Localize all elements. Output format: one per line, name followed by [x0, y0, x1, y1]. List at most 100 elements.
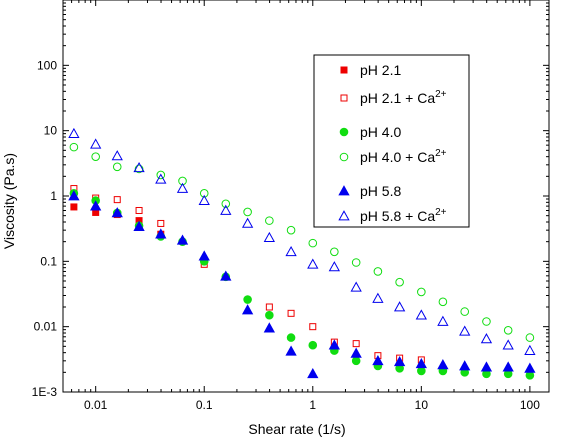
x-tick-label: 0.1	[196, 398, 213, 412]
series-4	[68, 190, 536, 379]
data-point	[309, 323, 317, 331]
legend-marker	[338, 185, 350, 196]
data-point	[156, 170, 166, 180]
legend-marker	[340, 94, 348, 102]
data-point	[68, 127, 80, 138]
data-point	[112, 162, 122, 172]
data-point	[198, 250, 210, 261]
data-point	[393, 355, 406, 367]
y-tick-label: 1	[50, 189, 57, 203]
data-point	[351, 356, 361, 366]
data-point	[502, 361, 514, 372]
legend-marker	[339, 152, 349, 162]
data-point	[415, 309, 427, 320]
legend-marker	[338, 210, 350, 221]
y-tick-label: 0.01	[34, 320, 58, 334]
x-tick-label: 0.01	[84, 398, 108, 412]
data-point	[90, 138, 102, 149]
data-point	[176, 234, 189, 245]
legend-label: pH 2.1	[360, 62, 401, 78]
data-point	[350, 347, 362, 358]
data-point	[133, 220, 145, 231]
data-point	[287, 309, 295, 317]
data-point	[285, 245, 297, 257]
data-point	[415, 357, 427, 369]
x-axis-title: Shear rate (1/s)	[248, 421, 345, 437]
data-point	[285, 345, 297, 356]
data-point	[286, 225, 296, 235]
data-point	[243, 207, 252, 217]
x-tick-label: 100	[520, 398, 540, 412]
data-point	[330, 247, 339, 257]
y-tick-label: 0.1	[40, 254, 57, 268]
data-point	[307, 258, 319, 269]
data-point	[460, 307, 470, 316]
data-point	[155, 173, 167, 184]
data-point	[438, 297, 448, 307]
data-point	[263, 322, 275, 333]
data-point	[437, 315, 449, 326]
data-point	[480, 361, 493, 372]
legend-label: pH 4.0	[360, 124, 401, 140]
data-point	[176, 182, 189, 193]
data-point	[157, 219, 165, 227]
y-tick-label: 100	[37, 58, 57, 72]
data-point	[220, 270, 232, 281]
x-tick-label: 10	[415, 398, 429, 412]
data-point	[417, 287, 426, 297]
data-point	[372, 354, 384, 366]
data-point	[198, 194, 210, 205]
data-point	[308, 340, 318, 350]
data-point	[352, 340, 360, 348]
data-point	[263, 231, 275, 243]
data-point	[135, 206, 143, 214]
data-point	[265, 216, 274, 225]
legend-marker	[340, 66, 348, 74]
data-point	[69, 142, 79, 152]
y-axis-ticks: 1E-3 0.01 0.1 1 10 100	[32, 2, 549, 399]
data-point	[241, 217, 254, 228]
data-point	[524, 344, 536, 355]
data-point	[524, 362, 536, 373]
data-point	[350, 281, 362, 292]
data-point	[91, 152, 100, 161]
data-point	[111, 207, 123, 218]
data-point	[70, 203, 78, 211]
data-point	[220, 204, 232, 215]
data-point	[525, 333, 535, 342]
data-point	[373, 267, 383, 276]
data-point	[351, 258, 361, 267]
data-point	[221, 199, 231, 209]
x-axis-ticks: 0.01 0.1 1 10 100	[62, 0, 540, 412]
data-point	[372, 292, 384, 303]
data-point	[459, 325, 471, 336]
legend-label: pH 5.8	[360, 183, 401, 199]
series-5	[68, 127, 536, 355]
data-point	[68, 190, 80, 201]
plot-area-border	[62, 0, 550, 393]
data-point	[243, 295, 252, 304]
data-point	[328, 261, 340, 272]
data-point	[286, 333, 296, 342]
data-point	[437, 359, 449, 370]
data-point	[503, 325, 513, 335]
data-point	[395, 277, 404, 287]
legend-label: pH 2.1 + Ca2+	[360, 89, 447, 106]
y-tick-label: 1E-3	[32, 385, 58, 399]
data-point	[90, 200, 102, 211]
data-point	[308, 238, 318, 248]
legend: pH 2.1 pH 2.1 + Ca2+ pH 4.0 pH 4.0 + Ca2+ pH…	[313, 54, 470, 228]
plot-frame	[62, 0, 550, 393]
legend-label: pH 4.0 + Ca2+	[360, 148, 447, 165]
data-point	[393, 301, 406, 312]
data-point	[482, 317, 491, 326]
data-point	[113, 196, 121, 204]
data-point	[459, 360, 471, 371]
data-point	[155, 228, 167, 239]
data-point	[241, 304, 254, 315]
x-tick-label: 1	[309, 398, 316, 412]
data-point	[480, 333, 493, 344]
y-tick-label: 10	[44, 124, 58, 138]
data-point	[199, 188, 209, 198]
data-point	[265, 310, 274, 320]
